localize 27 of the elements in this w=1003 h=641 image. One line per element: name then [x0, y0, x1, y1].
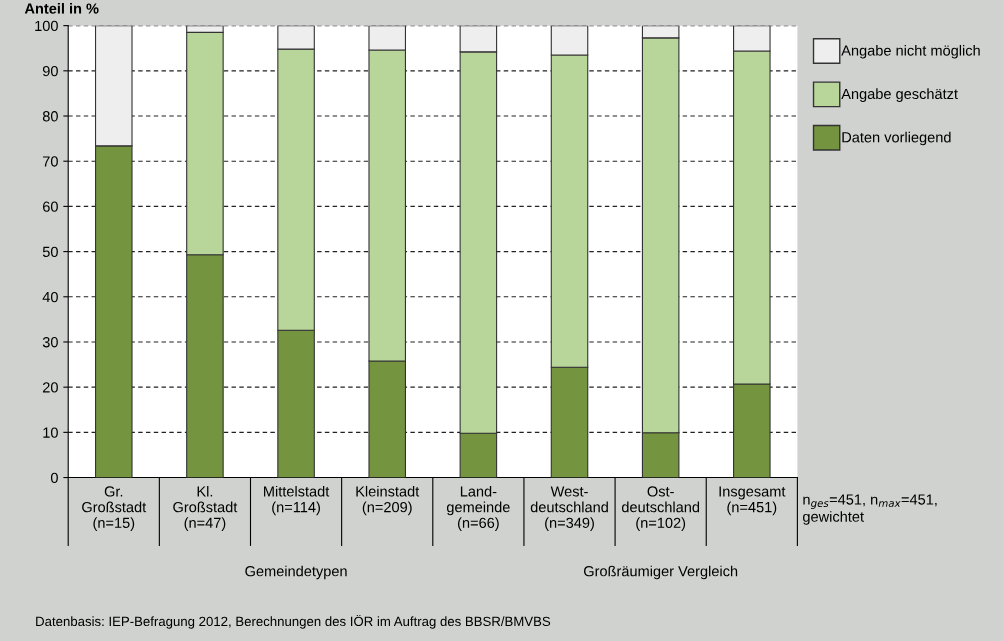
y-tick-label: 90 [42, 65, 58, 77]
text: Datenbasis: IEP-Befragung 2012, Berechnungen des IÖR im Auftrag des BBSR/BMVBS [36, 614, 551, 629]
y-tick-label: 20 [43, 382, 58, 393]
y-tick-label: 100 [35, 20, 58, 32]
text: n$_{ges}$=451, n$_{max}$=451, gewichtet [803, 494, 937, 525]
y-tick-label: 70 [43, 156, 58, 167]
y-tick-label: 0 [50, 472, 58, 483]
x-tick-label: Ost- deutschland (n=102) [621, 486, 700, 531]
y-tick-label: 50 [42, 246, 58, 258]
y-tick-label: 10 [43, 427, 58, 438]
x-tick-label: Mittelstadt (n=114) [264, 485, 330, 516]
y-tick-label: 60 [43, 201, 58, 212]
y-tick-label: 40 [42, 291, 58, 303]
legend-label: Angabe geschätzt [841, 88, 958, 102]
x-tick-label: Gr. Großstadt (n=15) [82, 486, 147, 531]
y-axis-title: Anteil in % [24, 3, 99, 14]
x-tick-label: Kl. Großstadt (n=47) [173, 485, 238, 531]
x-tick-label: Land- gemeinde (n=66) [446, 485, 510, 531]
y-tick-label: 30 [42, 337, 58, 348]
x-tick-label: Insgesamt (n=451) [719, 486, 786, 516]
x-tick-label: West- deutschland (n=349) [530, 486, 608, 531]
text: Großräumiger Vergleich [584, 565, 738, 580]
legend-label: Angabe nicht möglich [841, 44, 980, 59]
text: Gemeindetypen [245, 565, 347, 580]
legend-label: Daten vorliegend [842, 131, 951, 146]
x-tick-label: Kleinstadt (n=209) [356, 485, 420, 516]
y-tick-label: 80 [42, 111, 58, 122]
